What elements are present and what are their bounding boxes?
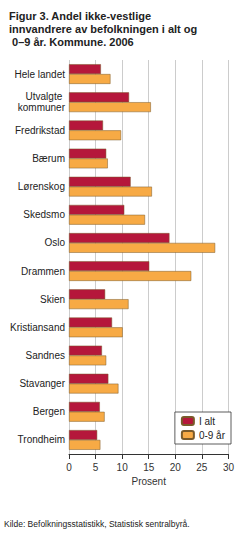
svg-text:Fredrikstad: Fredrikstad: [15, 125, 65, 136]
svg-text:Utvalgte: Utvalgte: [26, 91, 65, 102]
svg-text:15: 15: [143, 462, 155, 473]
svg-text:10: 10: [117, 462, 129, 473]
svg-text:30: 30: [223, 462, 235, 473]
svg-text:Lørenskog: Lørenskog: [18, 181, 65, 192]
svg-text:Bærum: Bærum: [32, 153, 65, 164]
svg-text:Skien: Skien: [40, 294, 65, 305]
svg-text:Stavanger: Stavanger: [19, 378, 65, 389]
svg-text:25: 25: [196, 462, 208, 473]
svg-text:0: 0: [66, 462, 72, 473]
svg-text:kommuner: kommuner: [18, 102, 66, 113]
svg-text:Trondheim: Trondheim: [18, 434, 65, 445]
svg-text:Kristiansand: Kristiansand: [10, 322, 65, 333]
svg-text:0–9 år. Kommune. 2006: 0–9 år. Kommune. 2006: [9, 36, 134, 48]
svg-text:innvandrere av befolkningen i: innvandrere av befolkningen i alt og: [9, 23, 197, 35]
svg-text:Figur 3. Andel ikke-vestlige: Figur 3. Andel ikke-vestlige: [9, 10, 154, 22]
svg-text:5: 5: [93, 462, 99, 473]
svg-text:Skedsmo: Skedsmo: [23, 209, 65, 220]
svg-text:Drammen: Drammen: [21, 266, 65, 277]
svg-text:Prosent: Prosent: [131, 476, 166, 487]
svg-text:Kilde: Befolkningsstatistikk,: Kilde: Befolkningsstatistikk, Statistisk…: [4, 519, 190, 529]
svg-text:I alt: I alt: [199, 416, 215, 427]
svg-text:Bergen: Bergen: [33, 406, 65, 417]
svg-text:Hele landet: Hele landet: [14, 69, 65, 80]
svg-text:0-9 år: 0-9 år: [199, 430, 226, 441]
svg-text:20: 20: [170, 462, 182, 473]
svg-text:Oslo: Oslo: [44, 237, 65, 248]
svg-text:Sandnes: Sandnes: [26, 350, 65, 361]
